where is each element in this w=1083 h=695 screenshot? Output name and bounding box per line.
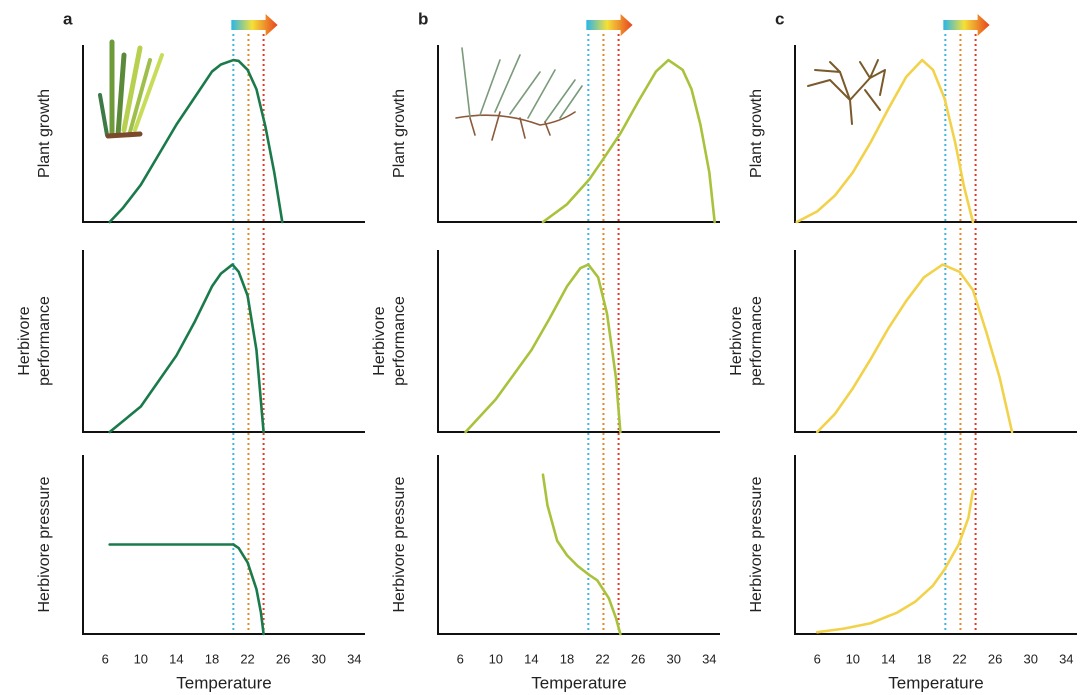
x-tick-label: 10 xyxy=(846,651,860,666)
curve xyxy=(464,263,622,434)
x-tick-label: 6 xyxy=(814,651,821,666)
seagrass-icon xyxy=(98,39,164,139)
curve xyxy=(541,473,622,636)
x-axis-label: Temperature xyxy=(888,673,983,692)
curve xyxy=(541,58,716,224)
warming-arrow xyxy=(231,14,278,36)
x-tick-label: 26 xyxy=(276,651,290,666)
curve xyxy=(795,58,975,224)
x-tick-label: 18 xyxy=(560,651,574,666)
y-axis-label: Herbivore xyxy=(371,306,388,375)
x-tick-label: 10 xyxy=(134,651,148,666)
curve xyxy=(815,489,975,634)
x-tick-label: 22 xyxy=(595,651,609,666)
x-tick-label: 22 xyxy=(952,651,966,666)
y-axis-label: Herbivore xyxy=(728,306,745,375)
x-tick-label: 14 xyxy=(524,651,538,666)
panel-label: b xyxy=(418,9,428,28)
x-tick-label: 30 xyxy=(312,651,326,666)
curve xyxy=(108,543,265,636)
x-tick-label: 6 xyxy=(457,651,464,666)
macroalga-icon xyxy=(807,59,886,125)
x-tick-label: 34 xyxy=(702,651,716,666)
x-tick-label: 34 xyxy=(1059,651,1073,666)
panel-label: c xyxy=(775,9,784,28)
curve xyxy=(108,263,265,434)
curve xyxy=(815,263,1014,434)
y-axis-label: Herbivore pressure xyxy=(36,476,53,612)
x-tick-label: 30 xyxy=(1024,651,1038,666)
y-axis-label: Herbivore pressure xyxy=(391,476,408,612)
x-tick-label: 26 xyxy=(988,651,1002,666)
y-axis-label: Plant growth xyxy=(748,89,765,178)
x-tick-label: 14 xyxy=(881,651,895,666)
x-tick-label: 10 xyxy=(489,651,503,666)
panel-label: a xyxy=(63,9,73,28)
y-axis-label: performance xyxy=(36,296,53,386)
x-tick-label: 18 xyxy=(205,651,219,666)
warming-arrow xyxy=(943,14,990,36)
x-tick-label: 26 xyxy=(631,651,645,666)
y-axis-label: performance xyxy=(391,296,408,386)
warming-arrow xyxy=(586,14,633,36)
x-tick-label: 34 xyxy=(347,651,361,666)
x-axis-label: Temperature xyxy=(531,673,626,692)
y-axis-label: Plant growth xyxy=(391,89,408,178)
y-axis-label: Herbivore xyxy=(16,306,33,375)
x-tick-label: 18 xyxy=(917,651,931,666)
x-tick-label: 22 xyxy=(240,651,254,666)
x-tick-label: 14 xyxy=(169,651,183,666)
branching-seagrass-icon xyxy=(455,47,583,141)
y-axis-label: performance xyxy=(748,296,765,386)
y-axis-label: Herbivore pressure xyxy=(748,476,765,612)
x-tick-label: 6 xyxy=(102,651,109,666)
x-tick-label: 30 xyxy=(667,651,681,666)
x-axis-label: Temperature xyxy=(176,673,271,692)
curve xyxy=(108,58,284,224)
y-axis-label: Plant growth xyxy=(36,89,53,178)
